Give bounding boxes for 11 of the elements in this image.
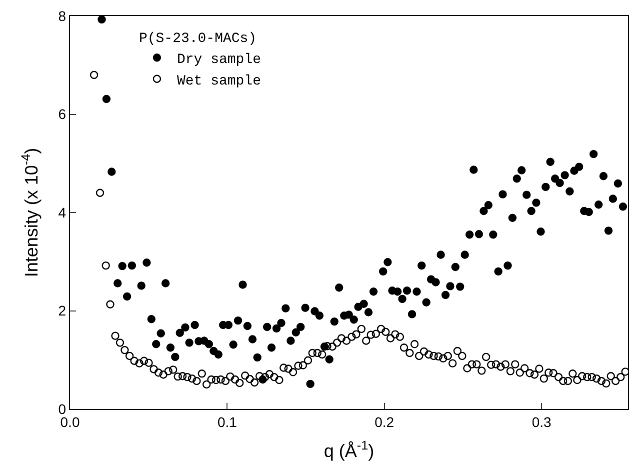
- y-tick-label: 6: [58, 106, 66, 122]
- legend-label: Wet sample: [176, 73, 261, 90]
- y-tick-label: 4: [58, 204, 66, 220]
- y-tick-label: 8: [58, 8, 66, 24]
- legend-title: P(S-23.0-MACs): [138, 31, 257, 48]
- legend-label: Dry sample: [176, 52, 261, 68]
- x-tick-label: 0.1: [217, 414, 238, 430]
- x-tick-label: 0.2: [374, 414, 394, 430]
- y-tick-label: 2: [58, 302, 66, 319]
- x-axis-title: q (Å$^{-1}$): [324, 438, 374, 461]
- x-tick-label: 0.3: [532, 414, 552, 430]
